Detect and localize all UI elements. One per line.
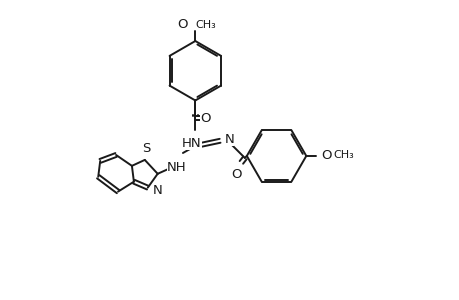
Text: CH₃: CH₃ [196, 20, 216, 30]
Text: O: O [231, 168, 241, 181]
Text: HN: HN [182, 137, 201, 150]
Text: N: N [153, 184, 162, 197]
Text: CH₃: CH₃ [332, 150, 353, 161]
Text: O: O [321, 149, 331, 162]
Text: S: S [142, 142, 150, 155]
Text: NH: NH [166, 161, 186, 174]
Text: N: N [224, 133, 234, 146]
Text: O: O [177, 18, 187, 31]
Text: O: O [200, 112, 211, 125]
